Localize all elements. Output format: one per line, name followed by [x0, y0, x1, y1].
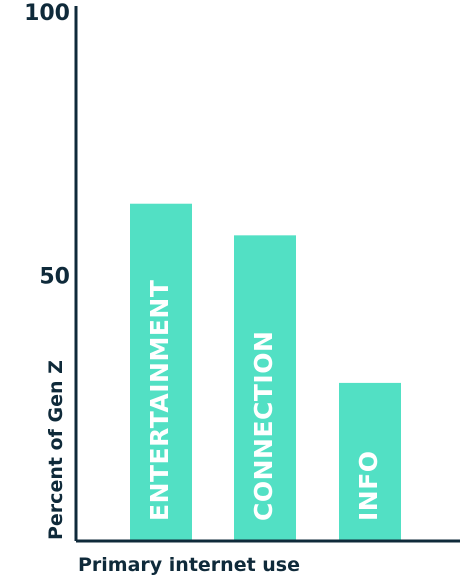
y-tick-label-50: 50 [39, 265, 70, 290]
bar-label-entertainment: ENTERTAINMENT [145, 280, 174, 521]
bars: ENTERTAINMENT CONNECTION INFO [130, 203, 401, 541]
bar-connection [234, 235, 296, 541]
bar-info [339, 382, 401, 541]
y-axis-title: Percent of Gen Z [45, 360, 67, 540]
bar-entertainment [130, 203, 192, 541]
y-tick-label-100: 100 [24, 1, 70, 26]
bar-label-connection: CONNECTION [249, 331, 278, 521]
bar-label-info: INFO [354, 450, 383, 521]
x-axis-title: Primary internet use [78, 554, 300, 576]
y-ticks: 50 100 [24, 1, 70, 290]
